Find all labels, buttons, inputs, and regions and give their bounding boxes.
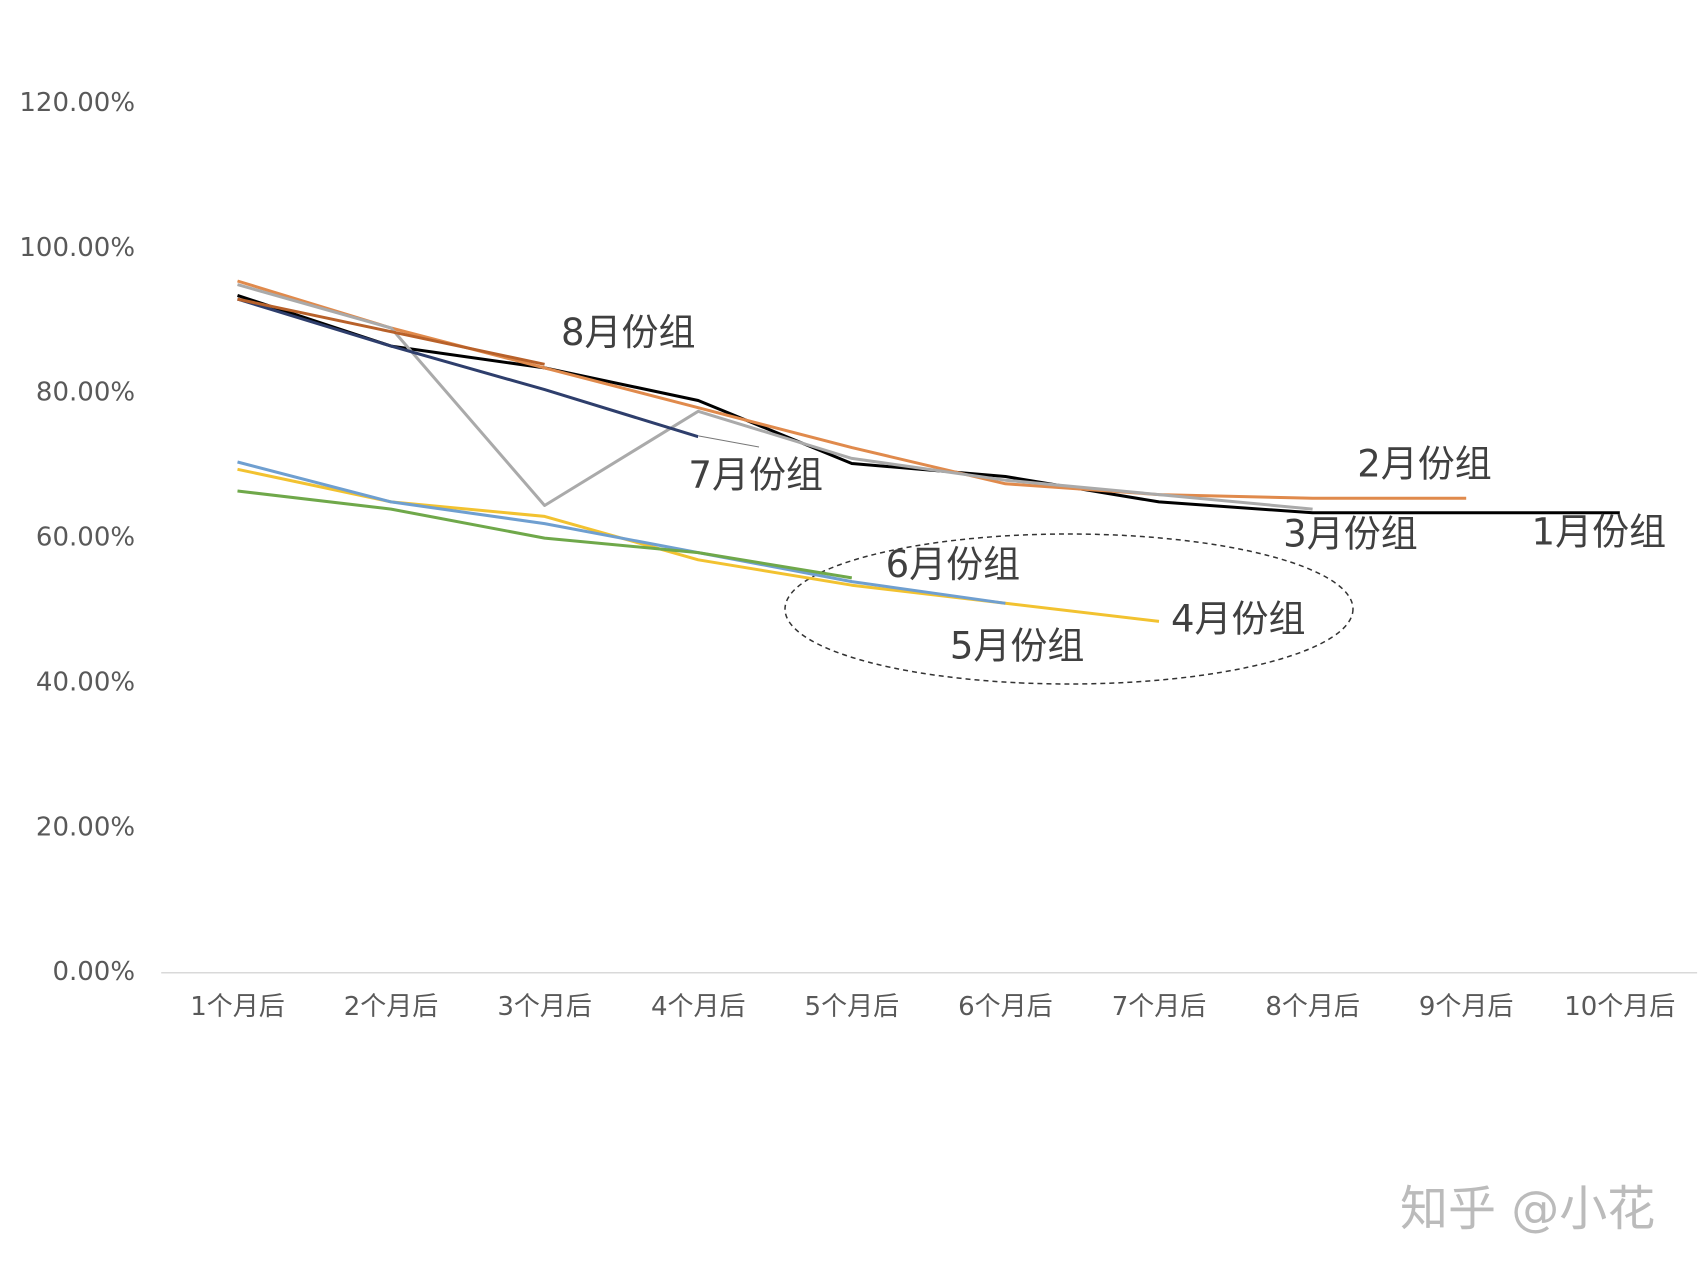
x-tick-label: 4个月后 (651, 992, 746, 1022)
x-tick-label: 8个月后 (1265, 992, 1360, 1022)
x-tick-label: 2个月后 (344, 992, 439, 1022)
leader-line (698, 435, 760, 448)
series-label: 8月份组 (561, 311, 696, 354)
highlight-ellipse (784, 533, 1354, 685)
x-tick-label: 1个月后 (190, 992, 285, 1022)
watermark: 知乎 @小花 (1400, 1181, 1655, 1237)
series-line (237, 460, 1006, 605)
series-line (237, 297, 545, 366)
series-label: 7月份组 (688, 454, 823, 497)
x-tick-label: 3个月后 (497, 992, 592, 1022)
series-line (237, 297, 699, 439)
series-label: 4月份组 (1171, 597, 1306, 640)
y-tick-label: 100.00% (19, 233, 135, 263)
y-tick-label: 20.00% (36, 812, 135, 842)
series-label: 3月份组 (1283, 512, 1418, 555)
y-tick-label: 0.00% (52, 957, 135, 987)
x-tick-label: 6个月后 (958, 992, 1053, 1022)
x-tick-label: 5个月后 (805, 992, 900, 1022)
series-line (237, 283, 1313, 511)
y-tick-label: 80.00% (36, 378, 135, 408)
y-tick-label: 60.00% (36, 523, 135, 553)
x-tick-label: 10个月后 (1564, 992, 1675, 1022)
series-label: 2月份组 (1357, 443, 1492, 486)
series-line (237, 489, 853, 580)
y-tick-label: 40.00% (36, 667, 135, 697)
x-tick-label: 9个月后 (1419, 992, 1514, 1022)
y-tick-label: 120.00% (19, 88, 135, 118)
series-label: 5月份组 (950, 625, 1085, 668)
series-label: 1月份组 (1532, 510, 1667, 553)
x-tick-label: 7个月后 (1112, 992, 1207, 1022)
series-label: 6月份组 (886, 543, 1021, 586)
